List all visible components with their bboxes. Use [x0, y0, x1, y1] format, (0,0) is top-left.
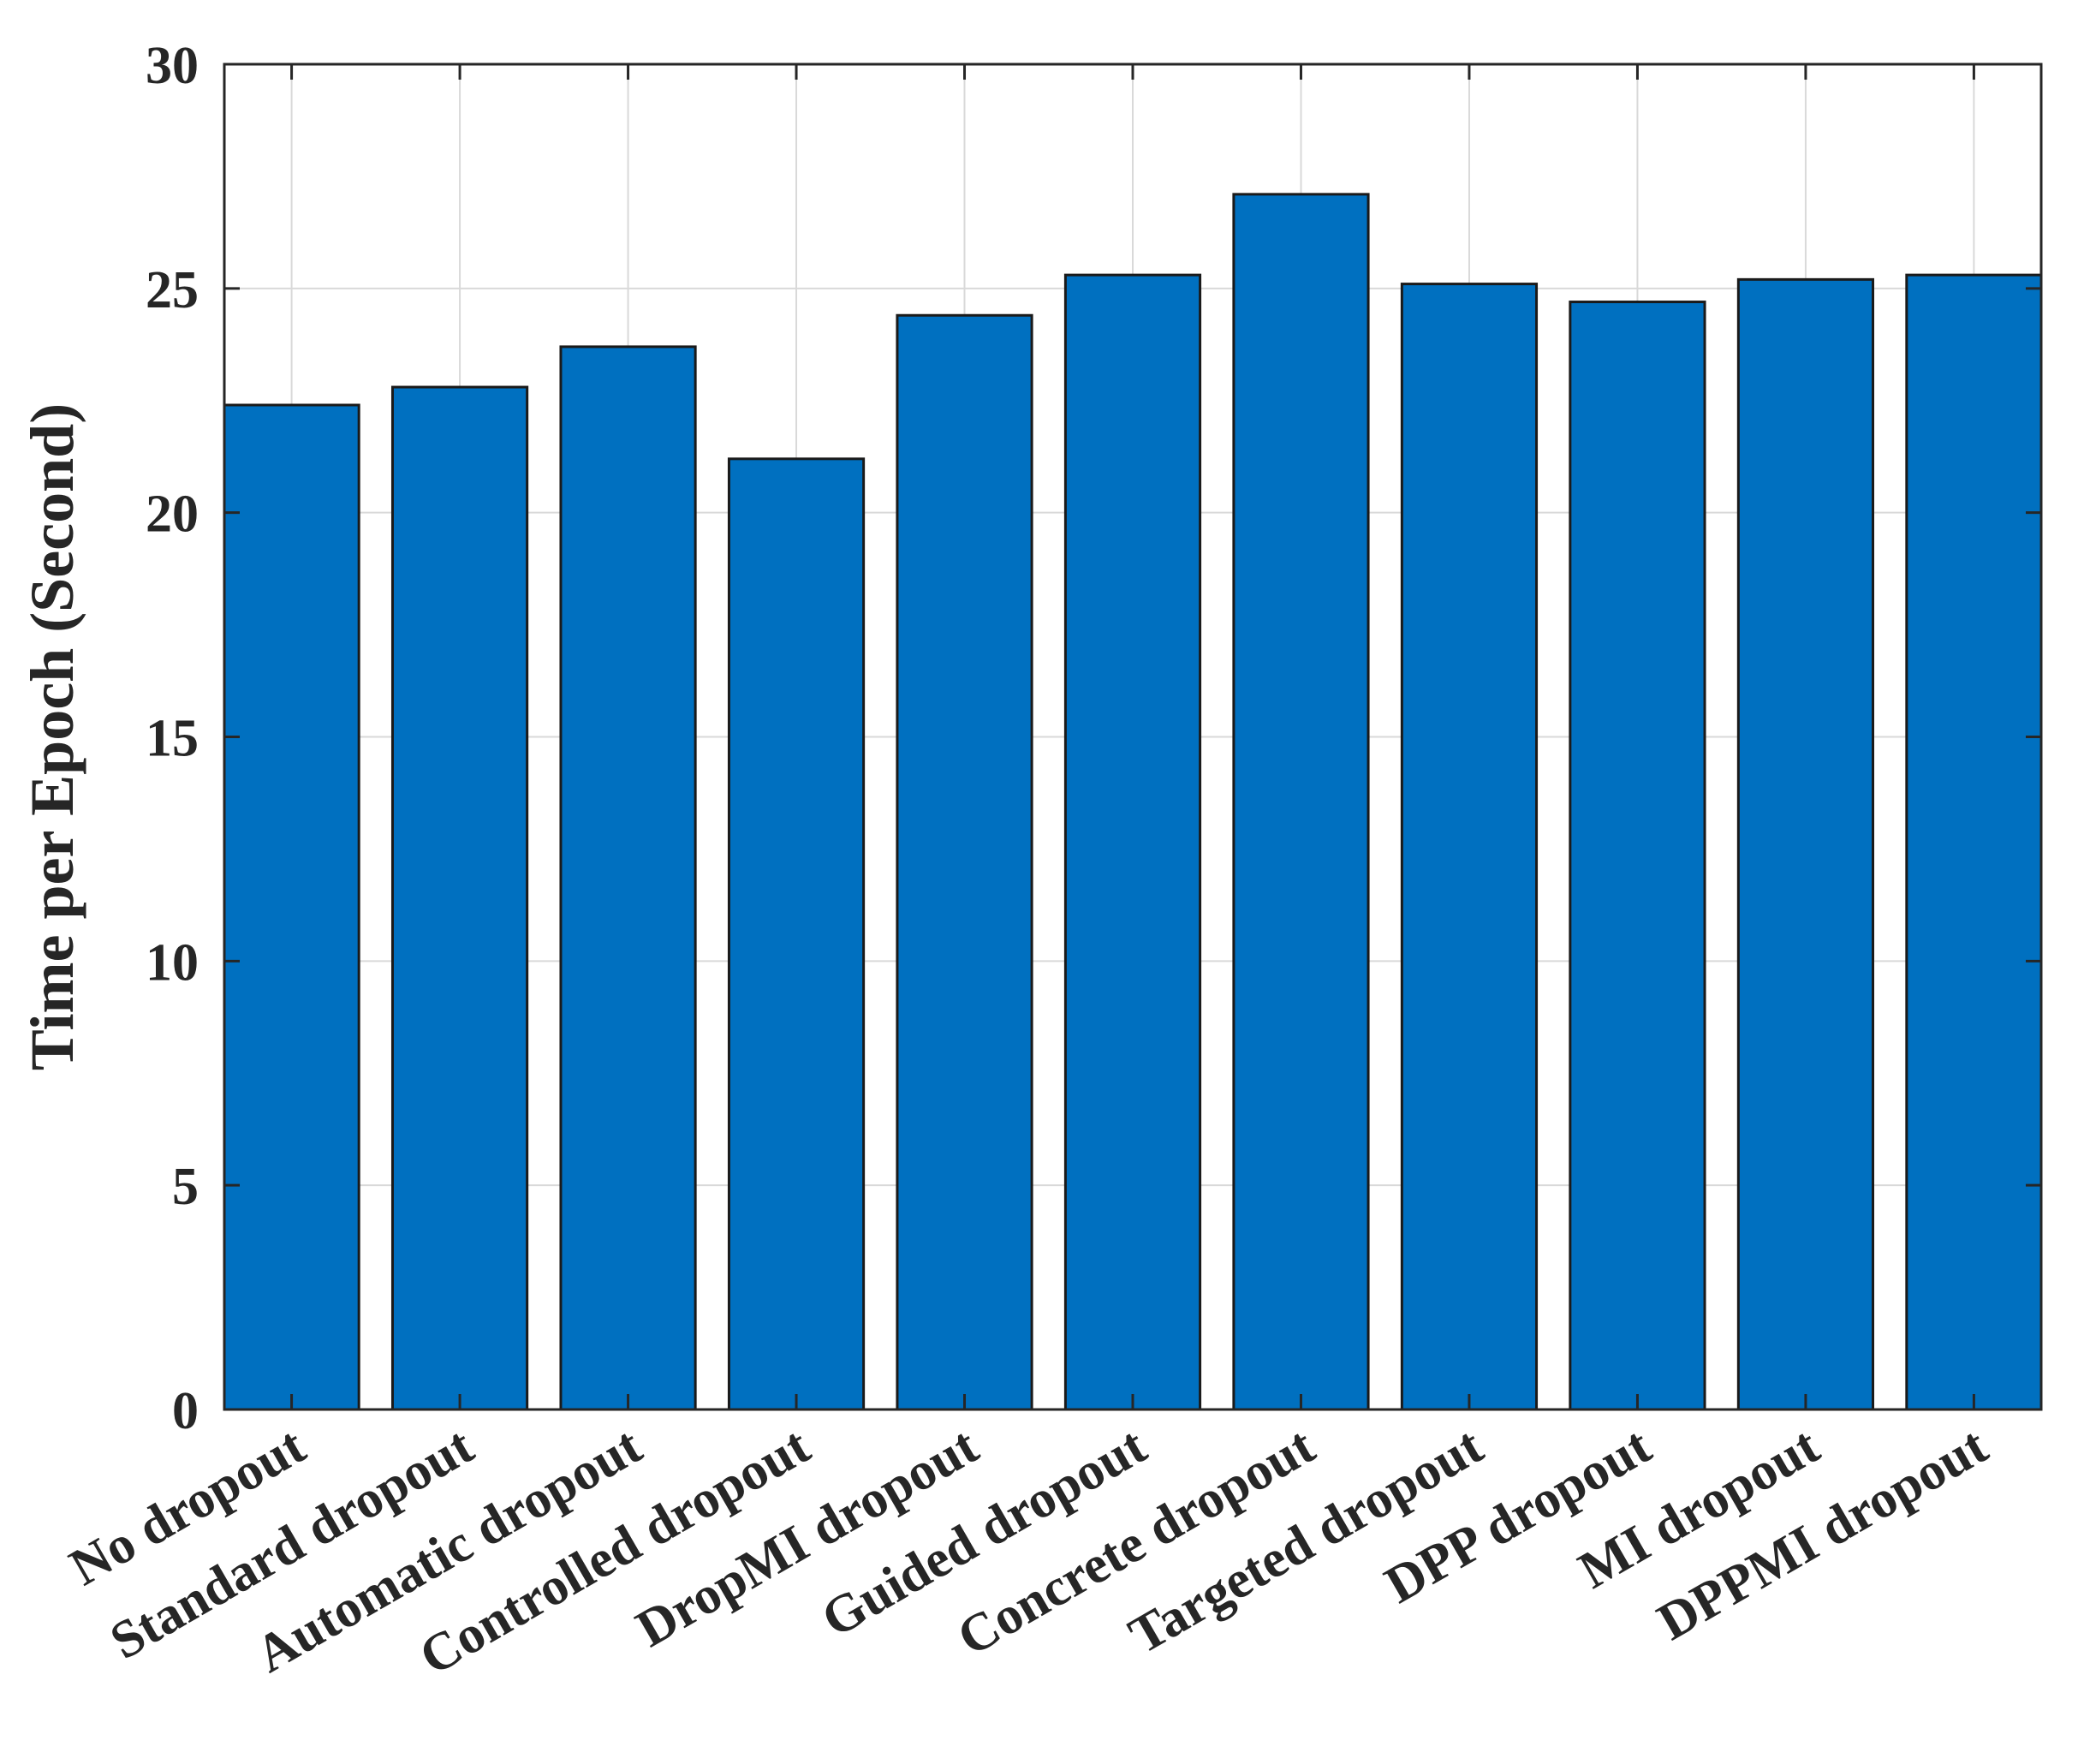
axis-ticks	[224, 63, 2041, 1411]
bar-dppmi-dropout	[1905, 273, 2043, 1411]
y-tick-label: 20	[146, 486, 199, 544]
y-axis-title: Time per Epoch (Second)	[18, 403, 86, 1070]
bar-concrete-dropout	[1232, 193, 1370, 1411]
y-tick-label: 0	[172, 1382, 199, 1440]
y-tick-labels: 0 5 10 15 20 25 30	[146, 37, 199, 1440]
y-tick-label: 10	[146, 933, 199, 992]
y-tick-label: 30	[146, 37, 199, 95]
y-tick-label: 25	[146, 261, 199, 319]
bar-automatic-dropout	[559, 345, 697, 1411]
bar-mi-dropout	[1736, 277, 1875, 1411]
y-tick-label: 5	[172, 1158, 199, 1216]
bar-standard-dropout	[390, 385, 529, 1411]
bar-guided-dropout	[1063, 273, 1202, 1411]
bar-controlled-dropout	[727, 457, 866, 1411]
bar-dropmi-dropout	[896, 313, 1033, 1411]
bar-dpp-dropout	[1569, 301, 1706, 1411]
bar-no-dropout	[223, 403, 360, 1411]
bars	[223, 193, 2043, 1411]
bar-targeted-dropout	[1400, 283, 1539, 1411]
y-tick-label: 15	[146, 710, 199, 768]
